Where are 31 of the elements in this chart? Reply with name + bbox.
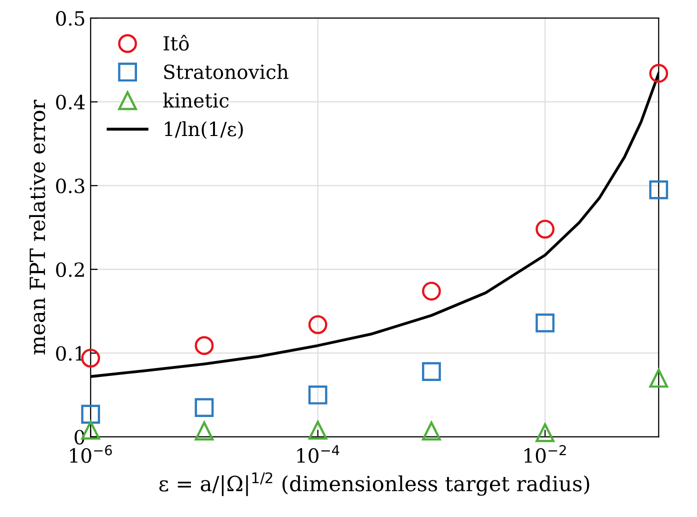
point	[81, 348, 100, 368]
point	[422, 362, 441, 381]
point	[536, 220, 554, 239]
y-tick-label: 0.3	[56, 178, 84, 194]
y-tick-label: 0.2	[56, 262, 84, 278]
point	[422, 422, 441, 440]
point	[194, 398, 214, 417]
legend-label: Stratonovich	[164, 64, 288, 80]
point	[536, 314, 554, 332]
point	[194, 336, 214, 356]
y-axis-title: mean FPT relative error	[29, 100, 46, 354]
x-tick-label: 10$^{−2}$	[524, 445, 566, 463]
y-tick-label: 0.5	[56, 11, 84, 26]
point	[649, 180, 668, 200]
y-tick-label: 0.1	[56, 346, 83, 361]
point	[81, 404, 100, 424]
point	[308, 386, 328, 404]
legend-label: Itô	[164, 34, 189, 51]
point	[308, 315, 328, 334]
point	[422, 282, 441, 301]
x-axis-title: ε = a/|Ω|$^{1/2}$ (dimensionless target radius)	[159, 472, 590, 496]
legend-label: kinetic	[163, 92, 229, 108]
y-tick-label: 0.4	[56, 94, 85, 110]
point	[308, 420, 328, 440]
x-tick-label: 10$^{−6}$	[70, 445, 112, 463]
x-tick-label: 10$^{−4}$	[297, 445, 340, 463]
point	[649, 368, 668, 388]
legend-label: 1/ln(1/ε)	[164, 121, 243, 140]
point	[649, 64, 668, 83]
point	[536, 423, 554, 442]
point	[194, 422, 214, 440]
